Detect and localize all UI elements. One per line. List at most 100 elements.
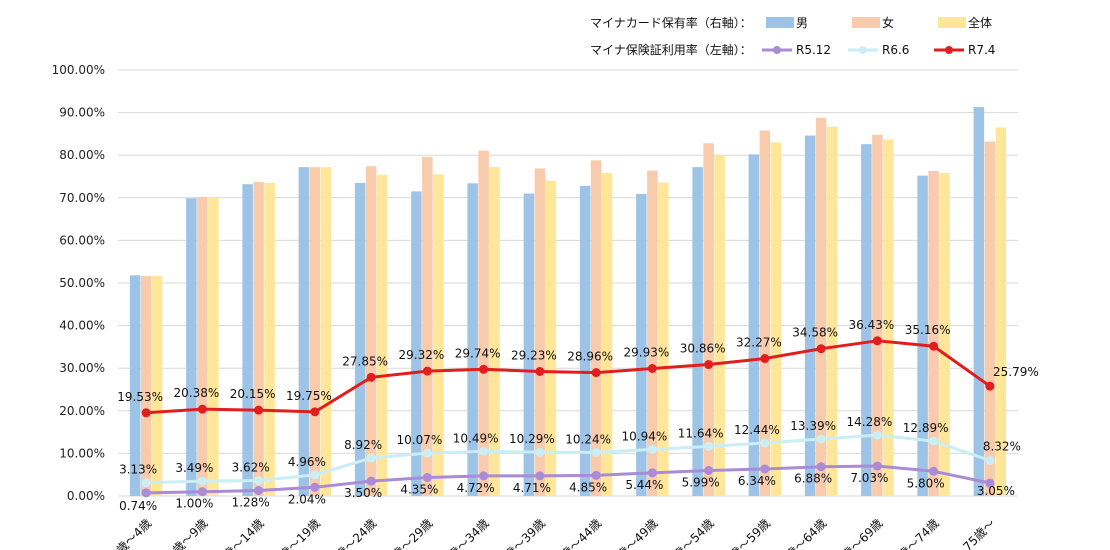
point-r74 bbox=[872, 336, 882, 346]
bar-male bbox=[411, 191, 422, 496]
point-r66 bbox=[591, 447, 601, 457]
data-label-r74: 29.23% bbox=[511, 348, 557, 362]
data-label-r512: 3.50% bbox=[344, 486, 382, 500]
point-r512 bbox=[141, 488, 151, 498]
bar-total bbox=[826, 126, 838, 497]
data-label-r512: 6.34% bbox=[738, 474, 776, 488]
point-r66 bbox=[985, 456, 995, 466]
data-label-r74: 20.15% bbox=[230, 387, 276, 401]
bar-total bbox=[995, 127, 1007, 496]
legend-r74-label: R7.4 bbox=[968, 43, 995, 57]
data-label-r66: 10.07% bbox=[396, 433, 442, 447]
data-label-r512: 5.44% bbox=[625, 478, 663, 492]
data-label-r74: 30.86% bbox=[680, 342, 726, 356]
bar-total bbox=[601, 173, 613, 497]
point-r512 bbox=[310, 482, 320, 492]
legend-swatch-total bbox=[938, 17, 966, 28]
point-r66 bbox=[760, 438, 770, 448]
bar-male bbox=[523, 193, 535, 497]
point-r66 bbox=[816, 434, 826, 444]
point-r512 bbox=[816, 462, 826, 472]
point-r74 bbox=[254, 405, 264, 415]
data-label-r74: 19.53% bbox=[117, 390, 163, 404]
point-r74 bbox=[479, 364, 489, 374]
legend-marker-r512 bbox=[773, 46, 781, 54]
bar-male bbox=[917, 175, 928, 496]
point-r512 bbox=[929, 466, 939, 476]
lines bbox=[141, 336, 995, 498]
data-label-r74: 29.32% bbox=[398, 348, 444, 362]
bar-female bbox=[197, 196, 208, 496]
point-r74 bbox=[647, 363, 657, 373]
y-tick-label: 100.00% bbox=[52, 63, 105, 77]
data-label-r66: 14.28% bbox=[846, 415, 892, 429]
bar-total bbox=[151, 275, 163, 496]
point-r512 bbox=[985, 478, 995, 488]
data-label-r74: 34.58% bbox=[792, 326, 838, 340]
point-r512 bbox=[366, 476, 376, 486]
bar-total bbox=[376, 174, 388, 496]
point-r512 bbox=[197, 487, 207, 497]
bar-female bbox=[647, 170, 658, 496]
data-label-r66: 10.49% bbox=[453, 431, 499, 445]
point-r512 bbox=[647, 468, 657, 478]
legend-swatch-female bbox=[852, 17, 880, 28]
legend-insurance-label: マイナ保険証利用率（左軸）： bbox=[590, 42, 752, 57]
x-tick-label: 75歳～ bbox=[960, 516, 998, 550]
data-label-r512: 5.99% bbox=[682, 475, 720, 489]
legend-swatch-male bbox=[766, 17, 794, 28]
y-tick-label: 40.00% bbox=[59, 319, 105, 333]
x-tick-label: 65歳～69歳 bbox=[829, 516, 886, 550]
data-label-r512: 4.35% bbox=[400, 482, 438, 496]
y-tick-label: 10.00% bbox=[59, 446, 105, 460]
data-label-r74: 29.93% bbox=[623, 345, 669, 359]
data-label-r74: 25.79% bbox=[993, 365, 1039, 379]
point-r66 bbox=[535, 447, 545, 457]
bar-male bbox=[129, 275, 141, 496]
data-label-r66: 8.32% bbox=[983, 440, 1021, 454]
x-tick-label: 50歳～54歳 bbox=[660, 516, 717, 550]
data-label-r74: 20.38% bbox=[173, 386, 219, 400]
bar-female bbox=[309, 167, 321, 497]
point-r74 bbox=[366, 372, 376, 382]
data-label-r512: 4.71% bbox=[513, 481, 551, 495]
bar-male bbox=[636, 193, 647, 496]
y-tick-label: 30.00% bbox=[59, 361, 105, 375]
data-labels: 0.74% 1.00% 1.28% 2.04% 3.50% 4.35% 4.72% 4.71%… bbox=[117, 318, 1039, 513]
data-label-r66: 8.92% bbox=[344, 438, 382, 452]
point-r74 bbox=[816, 344, 826, 354]
data-label-r512: 4.85% bbox=[569, 480, 607, 494]
y-axis: 0.00% 10.00% 20.00% 30.00% 40.00% 50.00% 60.00… bbox=[52, 63, 105, 503]
y-tick-label: 90.00% bbox=[59, 106, 105, 120]
bar-female bbox=[478, 150, 489, 496]
x-tick-label: 10歳～14歳 bbox=[210, 516, 267, 550]
y-tick-label: 70.00% bbox=[59, 191, 105, 205]
data-label-r66: 10.29% bbox=[509, 432, 555, 446]
bar-total bbox=[208, 197, 219, 497]
line-r66 bbox=[146, 433, 991, 485]
data-label-r66: 10.94% bbox=[621, 429, 667, 443]
y-tick-label: 60.00% bbox=[59, 233, 105, 247]
point-r74 bbox=[310, 407, 320, 417]
bar-male bbox=[579, 185, 591, 496]
data-label-r66: 10.24% bbox=[565, 432, 611, 446]
y-tick-label: 80.00% bbox=[59, 148, 105, 162]
bar-female bbox=[534, 168, 546, 496]
bar-total bbox=[433, 174, 444, 496]
x-tick-label: 45歳～49歳 bbox=[604, 516, 661, 550]
bar-female bbox=[984, 141, 996, 496]
point-r512 bbox=[760, 464, 770, 474]
point-r512 bbox=[872, 461, 882, 471]
data-label-r66: 12.44% bbox=[734, 423, 780, 437]
x-axis: 0歳～4歳 5歳～9歳 10歳～14歳 15歳～19歳 20歳～24歳 25歳～29歳 30… bbox=[108, 516, 998, 550]
data-label-r66: 3.49% bbox=[175, 461, 213, 475]
x-tick-label: 0歳～4歳 bbox=[108, 516, 154, 550]
bar-female bbox=[590, 160, 602, 496]
point-r512 bbox=[254, 486, 264, 496]
x-tick-label: 60歳～64歳 bbox=[772, 516, 829, 550]
legend-marker-r66 bbox=[859, 46, 867, 54]
data-label-r74: 27.85% bbox=[342, 354, 388, 368]
data-label-r512: 7.03% bbox=[850, 471, 888, 485]
x-tick-label: 25歳～29歳 bbox=[379, 516, 436, 550]
